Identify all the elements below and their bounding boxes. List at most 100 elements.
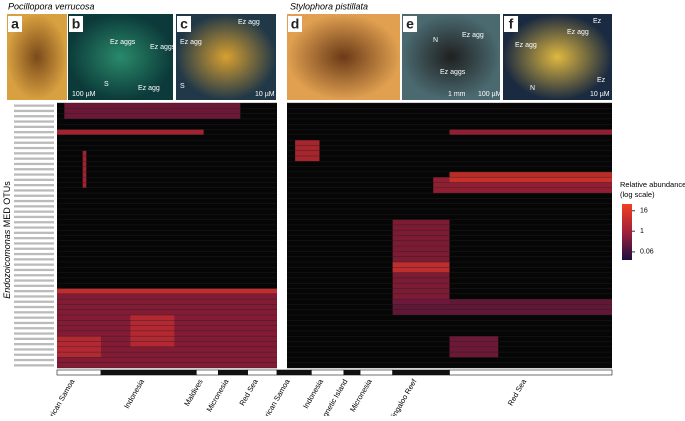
row-label-stub	[14, 152, 54, 155]
row-label-stub	[14, 300, 54, 303]
row-label-stub	[14, 274, 54, 277]
row-label-stub	[14, 146, 54, 150]
row-label-stub	[14, 268, 54, 272]
region-label: Micronesia	[348, 377, 374, 414]
panel-letter-bg	[69, 16, 83, 32]
colorbar-tick-label: 1	[640, 228, 644, 235]
row-label-stub	[14, 237, 54, 240]
annotation: Ez	[597, 77, 606, 84]
annotation: 1 mm	[448, 91, 466, 98]
annotation: 100 µM	[478, 91, 502, 98]
region-bar	[196, 369, 219, 376]
row-labels	[14, 104, 54, 367]
row-label-stub	[14, 327, 54, 330]
row-label-stub	[14, 178, 54, 181]
row-label-stub	[14, 231, 54, 234]
colorbar-tick-label: 16	[640, 208, 648, 215]
panel-letter: f	[509, 16, 514, 32]
row-label-stub	[14, 173, 54, 176]
row-label-stub	[14, 316, 54, 319]
panel-letter-bg	[403, 16, 417, 32]
row-label-stub	[14, 136, 54, 139]
panel-letter: e	[406, 16, 414, 32]
row-label-stub	[14, 295, 54, 298]
region-bar	[359, 369, 393, 376]
region-bar	[247, 369, 278, 376]
row-label-stub	[14, 125, 54, 128]
y-axis-label-rest: MED OTUs	[2, 181, 12, 227]
row-label-stub	[14, 305, 54, 309]
row-label-stub	[14, 247, 54, 250]
region-bar	[218, 369, 248, 376]
row-label-stub	[14, 189, 54, 192]
row-label-stub	[14, 290, 54, 293]
photo	[503, 14, 612, 100]
row-label-stub	[14, 141, 54, 144]
row-label-stub	[14, 358, 54, 362]
row-label-stub	[14, 364, 54, 367]
region-bar	[343, 369, 361, 376]
row-label-stub	[14, 157, 54, 160]
row-label-stub	[14, 343, 54, 346]
photo	[68, 14, 173, 100]
row-label-stub	[14, 184, 54, 187]
row-label-stub	[14, 353, 54, 356]
heatmap-cell-block	[449, 129, 612, 135]
heatmap-cell-block	[392, 299, 612, 315]
region-bar	[311, 369, 345, 376]
row-label-stub	[14, 258, 54, 261]
heatmap-cell-block	[57, 288, 277, 294]
row-label-stub	[14, 120, 54, 123]
colorbar	[622, 204, 632, 260]
row-label-stub	[14, 279, 54, 282]
photo	[402, 14, 500, 100]
panel-letter: c	[180, 16, 188, 32]
row-label-stub	[14, 199, 54, 203]
legend-title: Relative abundance	[620, 180, 685, 189]
panel-letter: b	[72, 16, 81, 32]
annotation: Ez agg	[238, 19, 260, 26]
row-label-stub	[14, 115, 54, 118]
region-bar	[449, 369, 613, 376]
heatmap-cell-block	[57, 129, 204, 135]
row-label-stub	[14, 168, 54, 171]
region-bar	[392, 369, 450, 376]
annotation: Ez	[593, 18, 602, 25]
y-axis-label-genus: Endozoicomonas	[2, 229, 12, 299]
row-label-stub	[14, 321, 54, 325]
annotation: 100 µM	[72, 91, 96, 98]
panel-letter: a	[11, 16, 19, 32]
panel-letter-bg	[177, 16, 191, 32]
panel-letter: d	[291, 16, 300, 32]
region-label: Indonesia	[122, 377, 146, 410]
photo	[287, 14, 400, 100]
heatmap-cell-block	[82, 150, 87, 188]
row-label-stub	[14, 226, 54, 229]
region-label: Micronesia	[205, 377, 231, 414]
region-bar	[100, 369, 197, 376]
annotation: N	[433, 37, 438, 44]
photo	[176, 14, 276, 100]
annotation: Ez agg	[515, 42, 537, 49]
row-label-stub	[14, 221, 54, 224]
species-label: Stylophora pistillata	[290, 1, 368, 11]
row-label-stub	[14, 205, 54, 208]
row-label-stub	[14, 210, 54, 213]
panel-letter-bg	[504, 16, 518, 32]
row-label-stub	[14, 215, 54, 219]
row-label-stub	[14, 162, 54, 166]
annotation: Ez agg	[567, 29, 589, 36]
row-label-stub	[14, 104, 54, 107]
region-label: American Samoa	[255, 377, 292, 416]
row-label-stub	[14, 337, 54, 340]
row-label-stub	[14, 263, 54, 266]
row-label-stub	[14, 332, 54, 335]
row-label-stub	[14, 284, 54, 287]
legend-title: (log scale)	[620, 190, 655, 199]
annotation: N	[530, 85, 535, 92]
annotation: 10 µM	[590, 91, 610, 98]
row-label-stub	[14, 242, 54, 245]
annotation: Ez agg	[462, 32, 484, 39]
y-axis-label: Endozoicomonas MED OTUs	[2, 181, 12, 299]
